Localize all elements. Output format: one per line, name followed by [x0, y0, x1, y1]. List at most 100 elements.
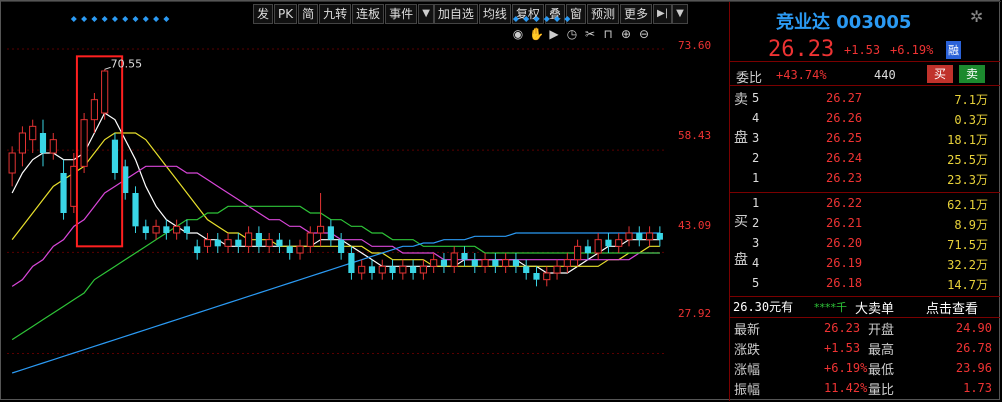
ask-row[interactable]: 5 26.27 7.1万 [730, 89, 1000, 109]
scissors-icon[interactable]: ✂ [584, 27, 596, 41]
candle-body [122, 166, 129, 193]
zoom-out-icon[interactable]: ⊖ [638, 27, 650, 41]
candle-body [49, 139, 57, 154]
candle-body [378, 265, 386, 274]
toolbar-adjust-button[interactable]: 复权 [511, 4, 544, 24]
candle-body [584, 246, 591, 253]
event-marker-icon[interactable] [81, 16, 88, 22]
zoom-in-icon[interactable]: ⊕ [620, 27, 632, 41]
ask-row[interactable]: 4 26.26 0.3万 [730, 109, 1000, 129]
event-marker-icon[interactable] [523, 16, 530, 22]
clock-icon[interactable]: ◷ [566, 27, 578, 41]
bid-row[interactable]: 5 26.18 14.7万 [730, 274, 1000, 294]
candle [574, 239, 582, 267]
chart-toolbar: 发 PK 简 九转 连板 事件 ▼ 加自选 均线 复权 叠 窗 预测 更多 ▶|… [253, 4, 688, 24]
candle-body [245, 232, 253, 247]
candle [594, 233, 602, 260]
toolbar-jian-button[interactable]: 简 [298, 4, 319, 24]
candle-body [553, 265, 561, 274]
candle-body [265, 239, 273, 247]
ma5-line [11, 112, 660, 274]
ask-row[interactable]: 3 26.25 18.1万 [730, 129, 1000, 149]
ask-row[interactable]: 1 26.23 23.3万 [730, 169, 1000, 189]
lock-icon[interactable]: ⊓ [603, 27, 613, 41]
candle [163, 219, 170, 240]
toolbar-overlay-button[interactable]: 叠 [544, 4, 565, 24]
event-marker-icon[interactable] [153, 16, 160, 22]
bid-row[interactable]: 2 26.21 8.9万 [730, 214, 1000, 234]
ask-row[interactable]: 2 26.24 25.5万 [730, 149, 1000, 169]
toolbar-more-button[interactable]: 更多 [619, 4, 652, 24]
event-marker-icon[interactable] [111, 16, 118, 22]
eye-icon[interactable]: ◉ [512, 27, 524, 41]
event-marker-icon[interactable] [543, 16, 550, 22]
event-marker-icon[interactable] [101, 16, 108, 22]
toolbar-forecast-button[interactable]: 预测 [586, 4, 619, 24]
toolbar-add-watchlist-button[interactable]: 加自选 [433, 4, 478, 24]
toolbar-window-button[interactable]: 窗 [565, 4, 586, 24]
bid-row[interactable]: 3 26.20 71.5万 [730, 234, 1000, 254]
event-marker-icon[interactable] [564, 16, 571, 22]
event-marker-icon[interactable] [142, 16, 149, 22]
candle-body [543, 272, 551, 281]
candle-body [327, 226, 334, 240]
stat-row: 振幅 11.42% 量比 1.73 [730, 379, 1000, 399]
toolbar-lianban-button[interactable]: 连板 [352, 4, 385, 24]
stat-label: 开盘 [868, 323, 895, 338]
toolbar-jiuzhuan-button[interactable]: 九转 [319, 4, 352, 24]
toolbar-ma-button[interactable]: 均线 [478, 4, 511, 24]
candle [615, 233, 623, 253]
event-marker-icon[interactable] [132, 16, 139, 22]
event-marker-icon[interactable] [122, 16, 129, 22]
candle [132, 186, 139, 233]
bid-row[interactable]: 4 26.19 32.2万 [730, 254, 1000, 274]
candle [306, 226, 314, 253]
weibi-pct: +43.74% [776, 68, 827, 82]
bid-row[interactable]: 1 26.22 62.1万 [730, 194, 1000, 214]
divider [730, 61, 1000, 62]
event-marker-icon[interactable] [554, 16, 561, 22]
candle-body [29, 125, 37, 141]
stat-row: 涨幅 +6.19% 最低 23.96 [730, 359, 1000, 379]
candle-body [625, 232, 633, 241]
candle-body [142, 226, 149, 233]
candle [286, 239, 293, 260]
candle-body [440, 259, 448, 267]
ask-price: 26.27 [826, 91, 863, 105]
ask-level: 2 [752, 151, 760, 165]
toolbar-pk-button[interactable]: PK [274, 4, 298, 24]
bid-level: 4 [752, 256, 760, 270]
price-tick-label: 73.60 [678, 39, 712, 52]
play-icon[interactable]: ▶ [549, 27, 559, 41]
candle-body [173, 225, 181, 234]
event-marker-icon[interactable] [163, 16, 170, 22]
toolbar-fa-button[interactable]: 发 [253, 4, 274, 24]
event-marker-icon[interactable] [512, 16, 519, 22]
view-details-link[interactable]: 点击查看 [926, 302, 979, 317]
event-marker-icon[interactable] [533, 16, 540, 22]
buy-button[interactable]: 买 [927, 65, 953, 83]
sell-button[interactable]: 卖 [959, 65, 985, 83]
toolbar-collapse-icon[interactable]: ▼ [672, 4, 688, 24]
candle-body [399, 265, 407, 274]
candle [533, 266, 540, 287]
candle [142, 219, 149, 240]
candle-body [410, 266, 417, 273]
candle [8, 146, 16, 187]
candle-body [492, 259, 499, 267]
gear-icon[interactable]: ✲ [970, 7, 984, 26]
candle-body [163, 226, 170, 233]
candle-body [296, 245, 304, 254]
hand-icon[interactable]: ✋ [529, 27, 544, 41]
bid-label-char: 买 [734, 214, 748, 230]
event-marker-icon[interactable] [70, 16, 77, 22]
ask-side-label: 卖盘 [734, 91, 748, 148]
bid-price: 26.22 [826, 196, 863, 210]
toolbar-shijian-button[interactable]: 事件 [385, 4, 418, 24]
highlight-box [75, 55, 124, 248]
toolbar-dropdown-icon[interactable]: ▼ [418, 4, 434, 24]
toolbar-next-icon[interactable]: ▶| [653, 4, 673, 24]
ask-vol: 0.3万 [954, 113, 988, 127]
event-marker-icon[interactable] [91, 16, 98, 22]
candlestick-chart[interactable]: 70.55 [7, 16, 665, 393]
